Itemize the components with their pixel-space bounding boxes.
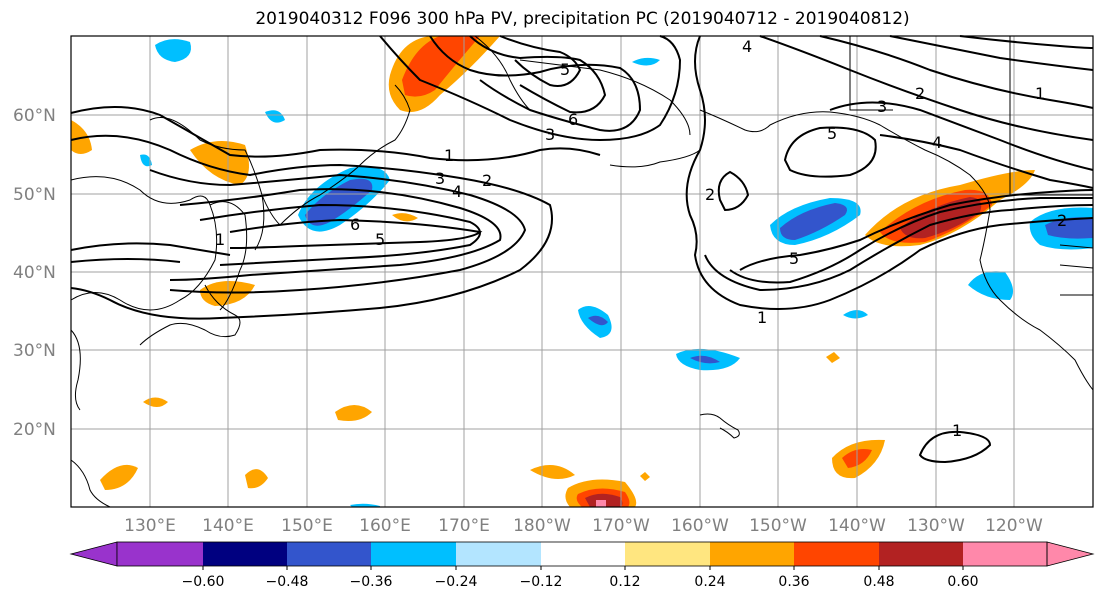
- colorbar-bin-11: [963, 542, 1047, 566]
- svg-text:170°E: 170°E: [438, 516, 490, 536]
- svg-text:50°N: 50°N: [13, 185, 56, 205]
- svg-text:1: 1: [215, 230, 225, 249]
- svg-text:4: 4: [452, 182, 462, 201]
- lon-labels: 130°E 140°E 150°E 160°E 170°E 180°W 170°…: [124, 516, 1043, 536]
- svg-text:160°W: 160°W: [671, 516, 729, 536]
- svg-text:4: 4: [742, 37, 752, 56]
- colorbar-extend-low: [69, 541, 118, 567]
- svg-text:150°E: 150°E: [281, 516, 333, 536]
- lat-labels: 60°N 50°N 40°N 30°N 20°N: [13, 106, 56, 440]
- svg-text:1: 1: [952, 421, 962, 440]
- colorbar-extend-high: [1046, 541, 1095, 567]
- colorbar-bin-3: [287, 542, 371, 566]
- contour-labels: 1 2 3 4 5 6 1 2 3 4 5 6 2 5 1 3 4 5 2 1 …: [215, 37, 1067, 440]
- svg-text:60°N: 60°N: [13, 106, 56, 126]
- colorbar: −0.60 −0.48 −0.36 −0.24 −0.12 0.12 0.24 …: [69, 541, 1095, 590]
- svg-text:170°W: 170°W: [592, 516, 650, 536]
- colorbar-tick-2: −0.48: [266, 574, 309, 590]
- colorbar-tick-3: −0.36: [350, 574, 393, 590]
- svg-text:150°W: 150°W: [749, 516, 807, 536]
- svg-text:120°W: 120°W: [985, 516, 1043, 536]
- svg-text:130°E: 130°E: [124, 516, 176, 536]
- gridlines: [71, 36, 1093, 507]
- colorbar-bin-2: [203, 542, 287, 566]
- colorbar-tick-1: −0.60: [182, 574, 225, 590]
- colorbar-tick-10: 0.60: [947, 574, 978, 590]
- colorbar-tick-9: 0.48: [863, 574, 894, 590]
- colorbar-tick-4: −0.24: [435, 574, 478, 590]
- svg-text:30°N: 30°N: [13, 341, 56, 361]
- svg-text:4: 4: [932, 133, 942, 152]
- svg-text:5: 5: [789, 249, 799, 268]
- svg-text:140°E: 140°E: [202, 516, 254, 536]
- svg-text:2: 2: [705, 185, 715, 204]
- svg-text:1: 1: [444, 146, 454, 165]
- svg-text:1: 1: [1035, 84, 1045, 103]
- map-panel: 1 2 3 4 5 6 1 2 3 4 5 6 2 5 1 3 4 5 2 1 …: [70, 35, 1094, 508]
- svg-text:3: 3: [435, 169, 445, 188]
- colorbar-tick-8: 0.36: [778, 574, 809, 590]
- svg-text:5: 5: [560, 60, 570, 79]
- svg-text:3: 3: [877, 97, 887, 116]
- svg-text:140°W: 140°W: [828, 516, 886, 536]
- colorbar-bin-8: [710, 542, 794, 566]
- svg-text:5: 5: [827, 124, 837, 143]
- colorbar-bin-5: [456, 542, 541, 566]
- map-title: 2019040312 F096 300 hPa PV, precipitatio…: [255, 9, 910, 29]
- svg-text:2: 2: [915, 84, 925, 103]
- colorbar-bin-6: [541, 542, 625, 566]
- colorbar-bin-9: [794, 542, 879, 566]
- svg-text:6: 6: [350, 215, 360, 234]
- svg-text:1: 1: [757, 308, 767, 327]
- svg-text:160°E: 160°E: [359, 516, 411, 536]
- colorbar-bin-7: [625, 542, 710, 566]
- svg-text:3: 3: [545, 125, 555, 144]
- svg-text:130°W: 130°W: [907, 516, 965, 536]
- svg-text:20°N: 20°N: [13, 420, 56, 440]
- svg-text:6: 6: [568, 110, 578, 129]
- svg-text:2: 2: [1057, 211, 1067, 230]
- pv-contours: [70, 35, 1094, 464]
- colorbar-tick-7: 0.24: [694, 574, 725, 590]
- svg-text:2: 2: [482, 171, 492, 190]
- svg-text:40°N: 40°N: [13, 263, 56, 283]
- svg-text:180°W: 180°W: [513, 516, 571, 536]
- colorbar-tick-5: −0.12: [520, 574, 563, 590]
- colorbar-bin-10: [879, 542, 963, 566]
- colorbar-tick-6: 0.12: [609, 574, 640, 590]
- svg-text:5: 5: [375, 230, 385, 249]
- colorbar-bin-1: [117, 542, 203, 566]
- colorbar-bin-4: [371, 542, 456, 566]
